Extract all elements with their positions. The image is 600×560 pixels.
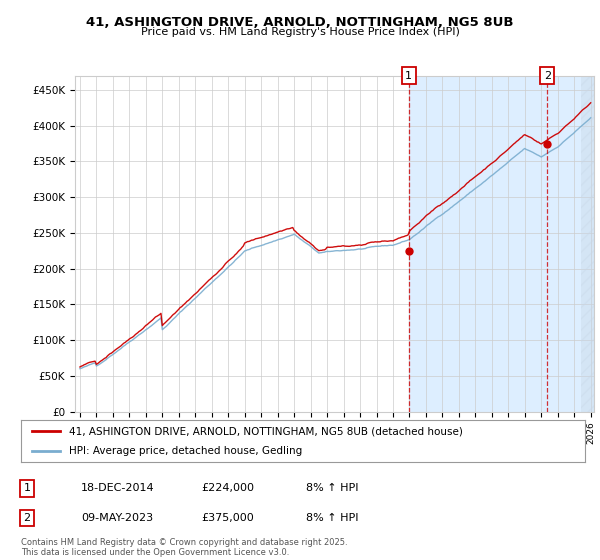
Text: 8% ↑ HPI: 8% ↑ HPI xyxy=(306,513,359,523)
Text: 41, ASHINGTON DRIVE, ARNOLD, NOTTINGHAM, NG5 8UB (detached house): 41, ASHINGTON DRIVE, ARNOLD, NOTTINGHAM,… xyxy=(69,426,463,436)
Text: 1: 1 xyxy=(23,483,31,493)
Text: 1: 1 xyxy=(406,71,412,81)
Text: 2: 2 xyxy=(23,513,31,523)
Bar xyxy=(409,76,599,412)
Text: 18-DEC-2014: 18-DEC-2014 xyxy=(81,483,155,493)
Text: £224,000: £224,000 xyxy=(201,483,254,493)
Text: 8% ↑ HPI: 8% ↑ HPI xyxy=(306,483,359,493)
Text: 2: 2 xyxy=(544,71,551,81)
Text: Contains HM Land Registry data © Crown copyright and database right 2025.
This d: Contains HM Land Registry data © Crown c… xyxy=(21,538,347,557)
Text: HPI: Average price, detached house, Gedling: HPI: Average price, detached house, Gedl… xyxy=(69,446,302,456)
Bar xyxy=(581,76,599,412)
Text: £375,000: £375,000 xyxy=(201,513,254,523)
Text: 41, ASHINGTON DRIVE, ARNOLD, NOTTINGHAM, NG5 8UB: 41, ASHINGTON DRIVE, ARNOLD, NOTTINGHAM,… xyxy=(86,16,514,29)
Text: Price paid vs. HM Land Registry's House Price Index (HPI): Price paid vs. HM Land Registry's House … xyxy=(140,27,460,38)
Text: 09-MAY-2023: 09-MAY-2023 xyxy=(81,513,153,523)
